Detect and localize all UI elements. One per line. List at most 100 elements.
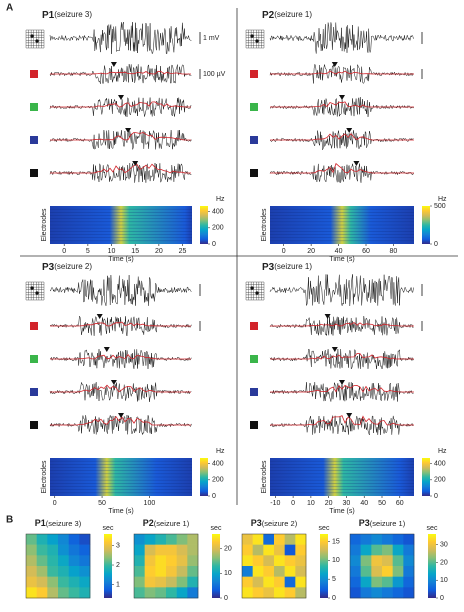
channel-marker xyxy=(250,355,258,363)
patient: P1 xyxy=(35,518,46,528)
map-cell xyxy=(176,566,188,577)
map-cell xyxy=(360,534,372,545)
map-cell xyxy=(155,587,167,599)
channel-marker xyxy=(30,136,38,144)
x-tick-label: 0 xyxy=(282,248,286,255)
map-cell xyxy=(166,555,177,567)
x-tick-label: 80 xyxy=(390,248,398,255)
colorbar-tick-label: 500 xyxy=(434,203,446,210)
map-cell xyxy=(242,534,253,545)
trace xyxy=(49,275,192,306)
map-cell xyxy=(252,576,264,588)
map-cell xyxy=(79,576,91,588)
map-frame xyxy=(241,533,307,599)
map-cell xyxy=(187,566,199,577)
map-cell xyxy=(144,576,156,588)
map-cell xyxy=(58,544,69,556)
panel-title: P3(seizure 1) xyxy=(262,262,312,273)
colorbar-tick-label: 0 xyxy=(212,241,216,248)
map-cell xyxy=(284,566,296,577)
map-cell xyxy=(36,534,48,545)
map-cell xyxy=(26,566,37,577)
onset-marker xyxy=(132,161,139,166)
onset-marker xyxy=(353,161,360,166)
seizure: (seizure 2) xyxy=(54,262,92,271)
seizure: (seizure 3) xyxy=(54,10,92,19)
x-tick-label: 60 xyxy=(362,248,370,255)
envelope xyxy=(270,384,414,393)
map-cell xyxy=(274,566,285,577)
map-cell xyxy=(382,534,393,545)
icon-dot xyxy=(255,39,259,43)
map-cell xyxy=(371,555,383,567)
patient: P3 xyxy=(42,262,55,273)
seizure: (seizure 1) xyxy=(274,262,312,271)
y-axis-label: Electrodes xyxy=(261,460,268,494)
colorbar-unit: Hz xyxy=(438,448,447,455)
map-cell xyxy=(382,555,393,567)
envelope xyxy=(50,416,191,426)
icon-dot xyxy=(30,286,34,290)
map-cell xyxy=(187,587,199,599)
colorbar-tick-label: 1 xyxy=(116,581,120,588)
map-cell xyxy=(47,544,59,556)
colorbar-tick-label: 0 xyxy=(224,595,228,602)
map-cell xyxy=(144,544,156,556)
map-cell xyxy=(371,576,383,588)
colorbar-unit: Hz xyxy=(438,196,447,203)
map-cell xyxy=(284,544,296,556)
map-cell xyxy=(403,544,415,556)
icon-dot xyxy=(35,39,39,43)
map-cell xyxy=(371,534,383,545)
envelope xyxy=(50,101,191,108)
colorbar xyxy=(422,458,430,496)
channel-marker xyxy=(250,70,258,78)
map-cell xyxy=(36,576,48,588)
map-cell xyxy=(176,587,188,599)
envelope xyxy=(50,70,191,75)
channel-marker xyxy=(30,103,38,111)
map-cell xyxy=(403,555,415,567)
map-cell xyxy=(263,576,275,588)
colorbar-tick-label: 30 xyxy=(440,542,448,549)
envelope xyxy=(270,101,414,108)
colorbar-tick-label: 200 xyxy=(212,225,224,232)
map-cell xyxy=(144,534,156,545)
map-cell xyxy=(403,576,415,588)
map-cell xyxy=(350,576,361,588)
map-cell xyxy=(47,555,59,567)
colorbar xyxy=(104,534,112,598)
patient: P2 xyxy=(262,10,275,21)
map-cell xyxy=(392,576,404,588)
colorbar-tick-label: 400 xyxy=(212,209,224,216)
x-tick-label: 20 xyxy=(325,500,333,507)
panel-title: P1(seizure 3) xyxy=(42,10,92,21)
map-cell xyxy=(360,544,372,556)
map-cell xyxy=(79,555,91,567)
map-cell xyxy=(274,555,285,567)
map-cell xyxy=(79,544,91,556)
patient: P3 xyxy=(251,518,262,528)
envelope xyxy=(270,133,414,141)
icon-dot xyxy=(255,291,259,295)
trace xyxy=(269,381,414,402)
channel-marker xyxy=(30,421,38,429)
map-cell xyxy=(403,566,415,577)
colorbar-unit: Hz xyxy=(216,448,225,455)
colorbar-tick-label: 20 xyxy=(440,559,448,566)
x-tick-label: 50 xyxy=(98,500,106,507)
map-cell xyxy=(295,555,307,567)
map-cell xyxy=(68,544,80,556)
map-cell xyxy=(284,555,296,567)
x-tick-label: 40 xyxy=(360,500,368,507)
panel-label: B xyxy=(6,515,13,526)
map-cell xyxy=(155,576,167,588)
colorbar-unit: Hz xyxy=(216,196,225,203)
electrode-icon xyxy=(25,29,45,49)
map-cell xyxy=(36,555,48,567)
map-cell xyxy=(274,534,285,545)
map-cell xyxy=(382,587,393,599)
map-cell xyxy=(242,576,253,588)
map-cell xyxy=(274,587,285,599)
